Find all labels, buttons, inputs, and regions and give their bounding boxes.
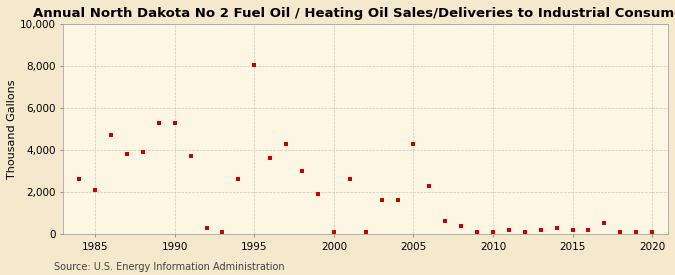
- Point: [520, 230, 531, 234]
- Y-axis label: Thousand Gallons: Thousand Gallons: [7, 79, 17, 179]
- Point: [487, 230, 498, 234]
- Point: [583, 227, 594, 232]
- Point: [551, 226, 562, 230]
- Point: [122, 152, 132, 156]
- Point: [392, 198, 403, 202]
- Point: [90, 188, 101, 192]
- Point: [265, 156, 275, 161]
- Point: [615, 230, 626, 234]
- Point: [631, 230, 642, 234]
- Point: [408, 141, 419, 146]
- Point: [217, 230, 228, 234]
- Point: [504, 227, 514, 232]
- Point: [344, 177, 355, 182]
- Point: [647, 230, 657, 234]
- Point: [440, 219, 451, 224]
- Point: [313, 192, 323, 196]
- Point: [535, 227, 546, 232]
- Point: [599, 221, 610, 226]
- Point: [329, 230, 340, 234]
- Point: [138, 150, 148, 154]
- Point: [296, 169, 307, 173]
- Point: [169, 120, 180, 125]
- Point: [456, 223, 466, 228]
- Point: [106, 133, 117, 138]
- Point: [281, 141, 292, 146]
- Point: [424, 183, 435, 188]
- Point: [567, 227, 578, 232]
- Point: [153, 120, 164, 125]
- Point: [376, 198, 387, 202]
- Text: Source: U.S. Energy Information Administration: Source: U.S. Energy Information Administ…: [54, 262, 285, 272]
- Point: [360, 230, 371, 234]
- Title: Annual North Dakota No 2 Fuel Oil / Heating Oil Sales/Deliveries to Industrial C: Annual North Dakota No 2 Fuel Oil / Heat…: [33, 7, 675, 20]
- Point: [201, 226, 212, 230]
- Point: [249, 63, 260, 67]
- Point: [233, 177, 244, 182]
- Point: [472, 230, 483, 234]
- Point: [74, 177, 84, 182]
- Point: [185, 154, 196, 158]
